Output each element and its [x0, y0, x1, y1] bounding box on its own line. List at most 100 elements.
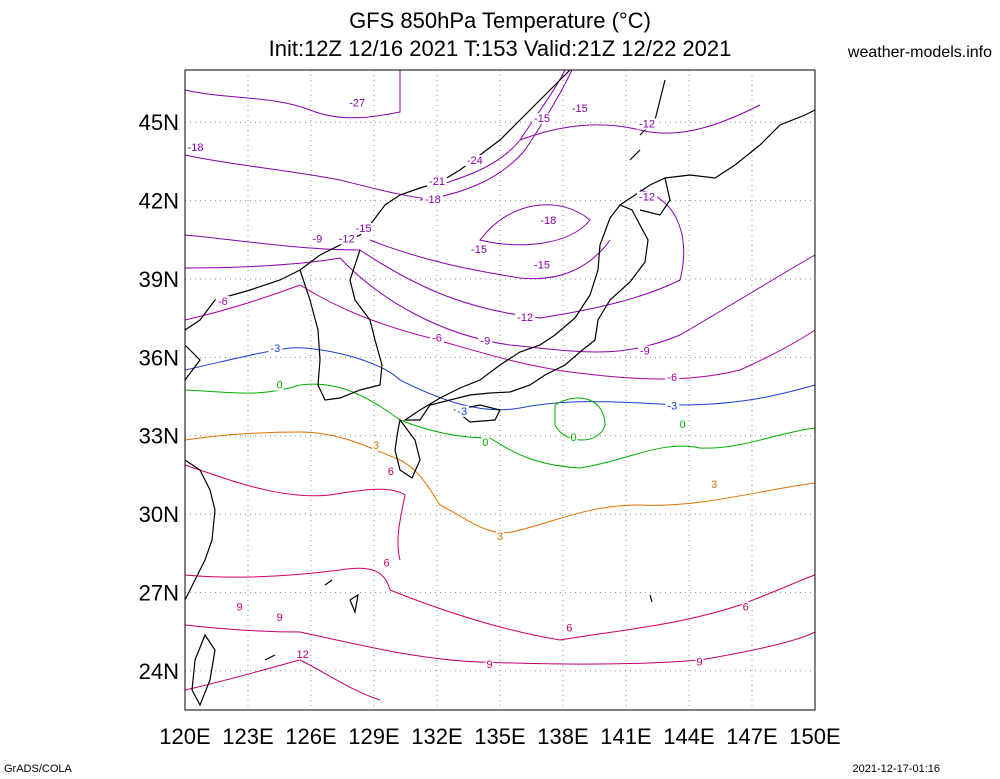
lat-tick-label: 30N: [139, 502, 179, 527]
isotherm-minus27: [184, 70, 401, 119]
contour-label-bg: [430, 332, 444, 344]
isotherm-zero-loop: [554, 397, 606, 441]
lon-tick-label: 132E: [411, 724, 462, 749]
contour-label-bg: [496, 531, 504, 543]
lon-tick-label: 123E: [222, 724, 273, 749]
lon-tick-label: 120E: [159, 724, 210, 749]
contour-label: -15: [471, 244, 487, 256]
lon-tick-label: 150E: [789, 724, 840, 749]
isotherm-zero: [184, 383, 816, 469]
isotherm-minus6: [184, 284, 816, 380]
lon-tick-label: 147E: [726, 724, 777, 749]
contour-label-bg: [478, 335, 493, 347]
contour-label-bg: [637, 345, 652, 357]
lon-tick-label: 141E: [600, 724, 651, 749]
contour-label-bg: [532, 113, 552, 125]
lat-tick-label: 24N: [139, 659, 179, 684]
contour-label-bg: [185, 141, 206, 153]
contour-label: 6: [384, 557, 390, 569]
contour-label-bg: [336, 233, 357, 245]
contour-label-bg: [481, 437, 490, 449]
contour-label-bg: [637, 118, 657, 130]
coast-korea: [299, 249, 383, 401]
coast-taiwan: [191, 633, 216, 707]
contour-label: -3: [457, 406, 467, 418]
isotherm-minus9: [184, 254, 816, 353]
contour-label: 9: [276, 612, 282, 624]
coast-shikoku: [453, 404, 501, 423]
contour-label: -9: [312, 233, 322, 245]
contour-label-bg: [275, 612, 284, 624]
contour-label: 6: [388, 466, 394, 478]
contour-label-bg: [310, 233, 325, 245]
contour-label: -9: [640, 346, 650, 358]
contour-label-bg: [569, 431, 578, 443]
lat-tick-label: 45N: [139, 110, 179, 135]
isotherm-plus6: [184, 464, 406, 561]
contour-label-bg: [353, 222, 374, 234]
contour-label-bg: [637, 191, 657, 203]
isotherm-minus24: [439, 69, 566, 186]
contour-label: -15: [534, 113, 550, 125]
isotherm-minus18-west: [184, 154, 441, 201]
contour-label: 3: [497, 531, 503, 543]
credit-label: GrADS/COLA: [4, 763, 72, 775]
contour-label: -6: [432, 333, 442, 345]
contour-label: 9: [696, 657, 702, 669]
contour-label-bg: [268, 343, 283, 355]
coast-ryukyu: [264, 579, 653, 661]
contour-label: 3: [373, 440, 379, 452]
lon-tick-label: 129E: [348, 724, 399, 749]
coast-japan: [403, 204, 649, 421]
contour-label: -9: [480, 335, 490, 347]
lon-tick-label: 135E: [474, 724, 525, 749]
lat-tick-label: 27N: [139, 580, 179, 605]
contour-label: 9: [486, 659, 492, 671]
contour-label: -21: [429, 176, 445, 188]
contour-label-bg: [235, 601, 244, 613]
lat-tick-label: 36N: [139, 345, 179, 370]
lon-tick-label: 138E: [537, 724, 588, 749]
contour-label: -6: [218, 296, 228, 308]
contour-label-bg: [710, 478, 719, 490]
graticule: [185, 70, 815, 710]
contour-label-bg: [386, 465, 395, 477]
lat-tick-label: 39N: [139, 267, 179, 292]
contour-label: -12: [517, 312, 533, 324]
chart-title: GFS 850hPa Temperature (°C): [349, 8, 651, 33]
contour-label-bg: [532, 259, 552, 271]
map-frame: [184, 69, 816, 711]
contour-label-bg: [569, 102, 590, 114]
contour-label-bg: [372, 439, 381, 451]
contour-label-bg: [427, 175, 447, 187]
contour-label-bg: [275, 379, 284, 391]
contour-label: -27: [349, 98, 365, 110]
coast-asia-mainland: [184, 69, 571, 331]
contour-label: 0: [482, 437, 488, 449]
axis-tick-labels: 120E 123E 126E 129E 132E 135E 138E 141E 144E 147E…: [139, 110, 841, 749]
contour-label: -12: [339, 233, 355, 245]
contour-label: 12: [296, 649, 308, 661]
contour-label-bg: [347, 97, 368, 109]
contour-label: -18: [188, 142, 204, 154]
isotherm-plus6-south: [184, 567, 816, 641]
contour-label-bg: [215, 296, 230, 308]
isotherm-minus18-center: [479, 204, 591, 246]
contour-label-bg: [678, 418, 687, 430]
contour-label: 9: [237, 602, 243, 614]
contour-label: 6: [743, 602, 749, 614]
contour-label: -18: [425, 194, 441, 206]
contour-label-bg: [515, 311, 536, 323]
isotherm-minus3: [184, 347, 816, 411]
contour-label: 0: [570, 432, 576, 444]
contour-label: -18: [540, 215, 556, 227]
contour-label-bg: [538, 215, 559, 227]
coast-hokkaido: [619, 109, 816, 216]
lat-tick-label: 33N: [139, 424, 179, 449]
lon-tick-label: 144E: [663, 724, 714, 749]
contour-label: 3: [711, 479, 717, 491]
contour-label-bg: [295, 648, 310, 660]
contour-labels: -27-18-15-15-12-24-21-18 -12-18-15-12-9-1…: [185, 97, 750, 671]
contour-label: -12: [639, 192, 655, 204]
